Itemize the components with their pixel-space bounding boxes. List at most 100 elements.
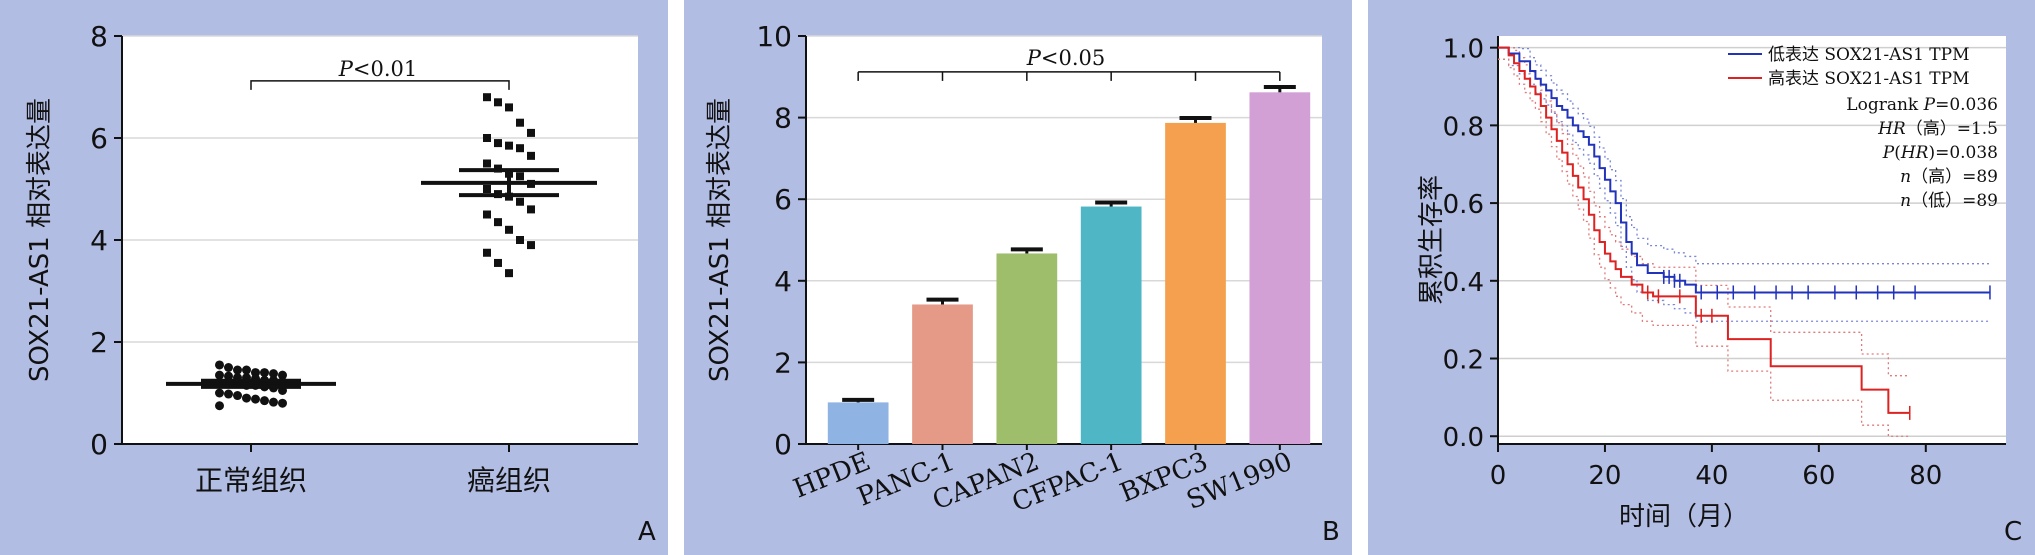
confidence-band: [1498, 58, 1910, 437]
plot-area: [1498, 36, 2006, 444]
data-point: [483, 210, 491, 219]
significance-bracket: [250, 80, 510, 90]
y-tick-label: 10: [756, 20, 792, 53]
y-axis-label: SOX21-AS1 相对表达量: [705, 98, 735, 382]
n-low: n（低）=89: [1900, 191, 1998, 211]
data-point: [269, 369, 278, 379]
x-tick-label: 40: [1695, 461, 1728, 491]
data-point: [215, 370, 224, 380]
y-tick-label: 0: [90, 428, 108, 461]
data-point: [260, 368, 269, 378]
data-point: [494, 98, 502, 107]
survival-curve: [1498, 46, 1910, 414]
data-point: [527, 151, 535, 160]
legend-label-low: 低表达 SOX21-AS1 TPM: [1768, 45, 1970, 65]
data-point: [224, 371, 233, 381]
data-point: [233, 391, 242, 401]
stats-annotations: Logrank P=0.036 HR（高）=1.5 P(HR)=0.038 n（…: [1846, 95, 1998, 211]
confidence-band: [1498, 47, 1990, 265]
data-point: [505, 141, 513, 150]
bar-chart: 0246810HPDEPANC-1CAPAN2CFPAC-1BXPC3SW199…: [705, 20, 1340, 547]
data-point: [527, 128, 535, 137]
x-axis-label: 时间（月）: [1619, 502, 1749, 532]
y-tick-label: 6: [774, 183, 792, 216]
legend-label-high: 高表达 SOX21-AS1 TPM: [1768, 69, 1970, 89]
data-point: [505, 103, 513, 112]
p-value-label: P<0.01: [338, 57, 418, 81]
data-point: [494, 218, 502, 227]
data-point: [527, 241, 535, 250]
data-point: [233, 365, 242, 375]
y-tick-label: 0.2: [1443, 346, 1484, 376]
data-point: [278, 370, 287, 380]
data-point: [516, 172, 524, 181]
data-point: [260, 396, 269, 406]
panel-c: 0.0 0.2 0.4 0.6 0.8 1.0 0 20 40 60 80 累积生存率 时间（月） …: [1368, 0, 2035, 555]
hr-p-value: P(HR)=0.038: [1882, 143, 1998, 163]
n-high: n（高）=89: [1900, 167, 1998, 187]
panel-letter: C: [2004, 517, 2022, 547]
y-tick-label: 2: [90, 326, 108, 359]
y-tick-label: 0.6: [1443, 190, 1484, 220]
x-tick-label: 正常组织: [195, 464, 307, 497]
data-point: [516, 197, 524, 206]
scatter-chart: 0 2 4 6 8 正常组织 癌组织 SOX21-AS1 相对表达量 P<0.01 A: [25, 20, 656, 547]
bar: [1165, 122, 1226, 445]
x-tick-label: 80: [1909, 461, 1942, 491]
data-point: [251, 394, 260, 404]
data-point: [516, 144, 524, 153]
data-point: [516, 118, 524, 127]
bar: [996, 253, 1058, 444]
bar: [1080, 206, 1142, 444]
data-point: [494, 139, 502, 148]
survival-chart: 0.00.20.40.60.81.00 20 40 60 80 累积生存率 时间（月） …: [1417, 35, 2022, 547]
data-point: [483, 93, 491, 102]
y-tick-label: 0.0: [1443, 423, 1484, 453]
data-point: [242, 365, 251, 375]
y-tick-label: 2: [774, 346, 792, 379]
x-tick-label: 60: [1802, 461, 1835, 491]
logrank-p: Logrank P=0.036: [1846, 95, 1998, 115]
data-point: [516, 236, 524, 244]
y-tick-label: 6: [90, 122, 108, 155]
data-point: [494, 258, 502, 267]
data-point: [224, 389, 233, 399]
x-tick-label: 0: [1490, 461, 1507, 491]
plot-area: [806, 36, 1322, 444]
data-point: [269, 397, 278, 407]
x-tick-label: 20: [1588, 461, 1621, 491]
panel-letter: B: [1322, 517, 1340, 547]
y-tick-label: 8: [90, 20, 108, 53]
y-axis-label: SOX21-AS1 相对表达量: [25, 98, 55, 382]
y-tick-label: 1.0: [1443, 35, 1484, 65]
data-point: [483, 159, 491, 168]
y-tick-label: 4: [90, 224, 108, 257]
data-point: [483, 248, 491, 257]
y-tick-label: 0.8: [1443, 112, 1484, 142]
survival-curve: [1498, 46, 1990, 294]
panel-letter: A: [638, 517, 656, 547]
bar: [912, 304, 973, 444]
y-tick-label: 0.4: [1443, 268, 1484, 298]
x-tick-label: 癌组织: [467, 464, 551, 497]
data-point: [215, 388, 224, 398]
bar: [827, 402, 889, 444]
data-point: [278, 398, 287, 408]
data-point: [483, 185, 491, 193]
hazard-ratio: HR（高）=1.5: [1877, 119, 1998, 139]
data-point: [224, 363, 233, 372]
legend: 低表达 SOX21-AS1 TPM 高表达 SOX21-AS1 TPM: [1728, 45, 1970, 89]
data-point: [505, 225, 513, 234]
data-point: [215, 401, 224, 411]
data-point: [505, 269, 513, 278]
panel-b: 0 2 4 6 8 10 HPDE PANC-1 CAPAN2 CFPAC-1 BXPC3 SW199…: [684, 0, 1352, 555]
p-value-label: P<0.05: [1026, 46, 1106, 70]
data-point: [483, 134, 491, 142]
data-point: [242, 393, 251, 403]
data-point: [215, 360, 224, 370]
data-point: [527, 205, 535, 214]
y-tick-label: 0: [774, 428, 792, 461]
panel-a: 0 2 4 6 8 正常组织 癌组织 SOX21-AS1 相对表达量 P<0.01 A: [0, 0, 668, 555]
y-tick-label: 8: [774, 102, 792, 135]
bar: [1249, 92, 1311, 444]
